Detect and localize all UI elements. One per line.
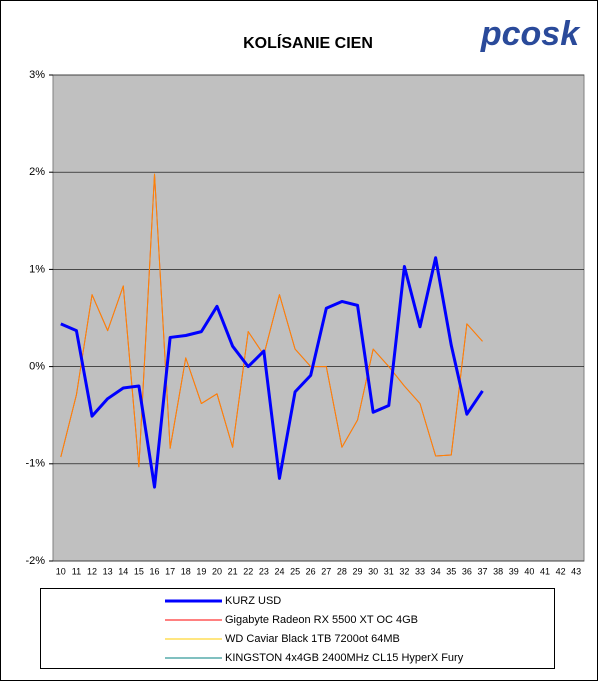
legend-label: KURZ USD: [225, 595, 281, 607]
x-tick-label: 31: [384, 566, 394, 576]
x-tick-label: 37: [477, 566, 487, 576]
x-tick-label: 38: [493, 566, 503, 576]
x-tick-label: 27: [321, 566, 331, 576]
y-tick-label: 1%: [29, 263, 45, 275]
x-tick-label: 20: [212, 566, 222, 576]
plot-area: [52, 74, 585, 562]
x-tick-label: 18: [181, 566, 191, 576]
series-line: [60, 173, 483, 468]
series-line: [60, 256, 484, 489]
x-tick-label: 11: [72, 566, 81, 576]
x-tick-label: 30: [368, 566, 378, 576]
x-tick-label: 13: [103, 566, 113, 576]
x-tick-label: 16: [150, 566, 160, 576]
x-tick-label: 26: [306, 566, 316, 576]
x-tick-label: 14: [118, 566, 128, 576]
x-tick-label: 34: [431, 566, 441, 576]
x-tick-label: 29: [353, 566, 363, 576]
x-tick-label: 24: [274, 566, 284, 576]
legend-label: WD Caviar Black 1TB 7200ot 64MB: [225, 633, 400, 645]
y-tick-label: -1%: [25, 458, 45, 470]
x-tick-label: 15: [134, 566, 144, 576]
x-tick-label: 22: [243, 566, 253, 576]
legend: [40, 588, 555, 669]
x-tick-label: 25: [290, 566, 300, 576]
x-tick-label: 36: [462, 566, 472, 576]
x-tick-label: 33: [415, 566, 425, 576]
logo: pcosk: [480, 15, 581, 53]
y-tick-label: -2%: [25, 555, 45, 567]
x-tick-label: 19: [196, 566, 206, 576]
x-tick-label: 21: [228, 566, 238, 576]
x-tick-label: 32: [399, 566, 409, 576]
x-tick-label: 41: [540, 566, 550, 576]
legend-label: KINGSTON 4x4GB 2400MHz CL15 HyperX Fury: [225, 652, 464, 664]
x-tick-label: 12: [87, 566, 97, 576]
x-tick-label: 40: [524, 566, 534, 576]
x-tick-label: 35: [446, 566, 456, 576]
x-tick-label: 42: [556, 566, 566, 576]
x-tick-label: 43: [571, 566, 581, 576]
legend-label: Gigabyte Radeon RX 5500 XT OC 4GB: [225, 614, 418, 626]
x-tick-label: 17: [165, 566, 175, 576]
x-tick-label: 28: [337, 566, 347, 576]
chart-title: KOLÍSANIE CIEN: [243, 33, 373, 52]
y-tick-label: 3%: [29, 69, 45, 81]
x-tick-label: 23: [259, 566, 269, 576]
y-tick-label: 0%: [29, 361, 45, 373]
y-tick-label: 2%: [29, 166, 45, 178]
x-tick-label: 39: [509, 566, 519, 576]
x-tick-label: 10: [56, 566, 66, 576]
